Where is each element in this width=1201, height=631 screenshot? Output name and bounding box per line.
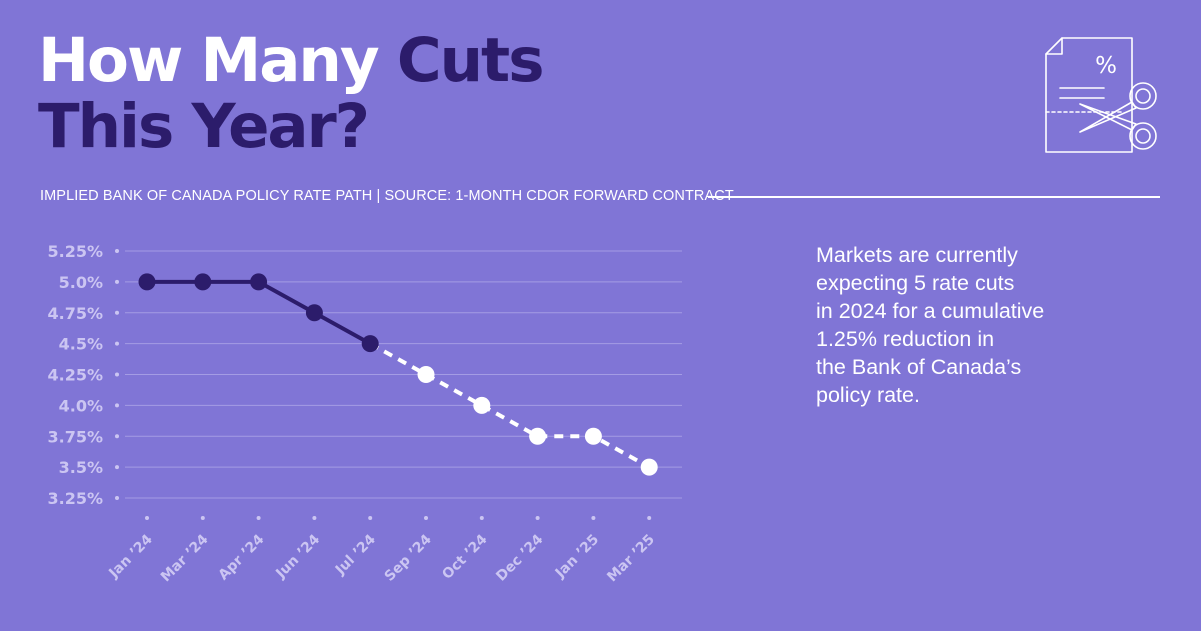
- x-tick-dot: [647, 516, 652, 520]
- x-tick-dot: [368, 516, 373, 520]
- x-tick-dot: [200, 516, 205, 520]
- header-divider: [708, 196, 1160, 198]
- x-tick-dot: [591, 516, 596, 520]
- note-line: expecting 5 rate cuts: [816, 271, 1015, 295]
- y-tick-label: 4.75%: [47, 304, 103, 323]
- title-part-white: How Many: [38, 25, 397, 96]
- y-tick-label: 5.0%: [59, 273, 103, 292]
- y-tick-label: 4.25%: [47, 366, 103, 385]
- x-tick-label: Jul ’24: [332, 531, 379, 578]
- y-tick-dot: [115, 372, 119, 377]
- series-line-forecast: [369, 341, 651, 469]
- y-tick-label: 5.25%: [47, 242, 103, 261]
- note-line: policy rate.: [816, 383, 920, 407]
- x-tick-label: Jan ’24: [105, 531, 156, 582]
- percent-glyph: %: [1095, 53, 1117, 79]
- x-tick-dot: [145, 516, 149, 520]
- y-tick-label: 4.5%: [59, 335, 103, 354]
- x-tick-dot: [424, 516, 428, 520]
- x-tick-label: Dec ’24: [493, 531, 546, 584]
- y-tick-label: 3.25%: [47, 489, 103, 508]
- x-tick-label: Jan ’25: [552, 532, 602, 582]
- y-tick-dot: [115, 465, 119, 470]
- data-point-actual: [305, 304, 323, 322]
- y-tick-dot: [115, 403, 119, 408]
- data-point-forecast: [417, 366, 435, 383]
- y-tick-dot: [115, 249, 119, 253]
- page-title: How Many Cuts This Year?: [38, 25, 545, 162]
- y-tick-label: 3.5%: [59, 458, 103, 477]
- note-line: 1.25% reduction in: [816, 327, 995, 351]
- y-tick-dot: [115, 341, 119, 346]
- x-tick-label: Oct ’24: [439, 531, 490, 582]
- note-line: the Bank of Canada’s: [816, 355, 1022, 379]
- data-point-actual: [250, 273, 268, 291]
- y-tick-dot: [115, 434, 119, 439]
- x-tick-dot: [256, 516, 261, 520]
- data-point-forecast: [584, 427, 602, 445]
- x-tick-label: Mar ’25: [604, 532, 658, 586]
- x-tick-dot: [535, 516, 540, 520]
- title-part-dark: Cuts: [396, 25, 545, 96]
- y-tick-dot: [115, 279, 119, 284]
- y-tick-dot: [115, 496, 119, 500]
- title-line-two: This Year?: [38, 91, 370, 162]
- x-tick-label: Sep ’24: [382, 531, 435, 584]
- y-tick-label: 4.0%: [59, 396, 103, 415]
- summary-note: Markets are currently expecting 5 rate c…: [816, 241, 1116, 409]
- data-point-forecast: [640, 458, 658, 476]
- x-tick-label: Mar ’24: [158, 531, 212, 585]
- data-point-actual: [194, 273, 212, 291]
- data-point-forecast: [529, 427, 547, 445]
- rate-cut-document-icon: %: [1045, 37, 1157, 153]
- note-line: Markets are currently: [816, 243, 1018, 267]
- data-point-actual: [361, 335, 379, 353]
- chart-subtitle: IMPLIED BANK OF CANADA POLICY RATE PATH …: [40, 188, 734, 204]
- y-tick-label: 3.75%: [47, 427, 103, 446]
- x-tick-dot: [479, 516, 484, 520]
- x-tick-label: Apr ’24: [216, 531, 268, 583]
- x-tick-dot: [312, 516, 317, 520]
- data-point-forecast: [473, 396, 491, 414]
- x-tick-label: Jun ’24: [272, 531, 323, 582]
- y-tick-dot: [115, 310, 119, 315]
- data-point-actual: [138, 273, 156, 291]
- note-line: in 2024 for a cumulative: [816, 299, 1045, 323]
